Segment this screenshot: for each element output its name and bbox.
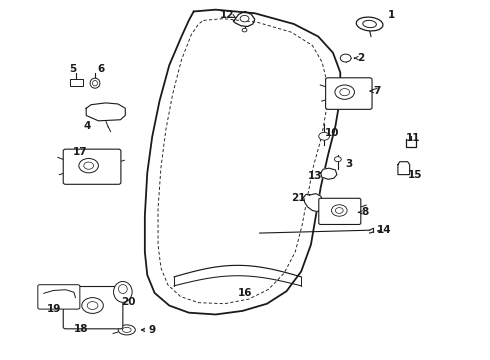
Ellipse shape [118, 325, 135, 335]
Circle shape [335, 85, 354, 99]
Polygon shape [321, 168, 337, 179]
Text: 13: 13 [308, 171, 322, 181]
Text: 4: 4 [84, 121, 91, 131]
Circle shape [335, 208, 343, 213]
Text: 19: 19 [47, 304, 62, 314]
Circle shape [331, 205, 347, 216]
Circle shape [240, 15, 249, 22]
Ellipse shape [90, 78, 100, 88]
Ellipse shape [119, 284, 127, 293]
FancyBboxPatch shape [63, 149, 121, 184]
Text: 17: 17 [73, 147, 87, 157]
FancyBboxPatch shape [326, 78, 372, 109]
Text: 8: 8 [361, 207, 368, 217]
Circle shape [84, 162, 94, 169]
Ellipse shape [114, 282, 132, 302]
FancyBboxPatch shape [319, 198, 361, 225]
Text: 7: 7 [373, 86, 381, 96]
Circle shape [319, 132, 330, 140]
Text: 10: 10 [325, 128, 339, 138]
Circle shape [340, 54, 351, 62]
Text: 11: 11 [405, 133, 420, 143]
Text: 2: 2 [357, 53, 365, 63]
Text: 18: 18 [74, 324, 89, 334]
Text: 12: 12 [220, 10, 234, 20]
Circle shape [242, 28, 247, 32]
Circle shape [82, 298, 103, 314]
Text: 15: 15 [408, 170, 422, 180]
Text: 5: 5 [70, 64, 76, 74]
Text: 3: 3 [345, 159, 353, 169]
Polygon shape [86, 103, 125, 121]
Text: 1: 1 [388, 10, 395, 20]
Circle shape [79, 158, 98, 173]
Ellipse shape [356, 17, 383, 31]
Ellipse shape [93, 81, 98, 86]
Circle shape [87, 302, 98, 310]
Text: 6: 6 [97, 64, 104, 74]
Text: 14: 14 [377, 225, 392, 235]
Text: 21: 21 [292, 193, 306, 203]
Polygon shape [304, 194, 323, 212]
Text: 16: 16 [238, 288, 252, 298]
Circle shape [340, 89, 349, 96]
Text: 9: 9 [148, 325, 156, 335]
FancyBboxPatch shape [70, 79, 83, 86]
Text: 20: 20 [122, 297, 136, 307]
Ellipse shape [363, 21, 376, 28]
FancyBboxPatch shape [63, 287, 123, 329]
Ellipse shape [122, 327, 131, 332]
Circle shape [334, 157, 341, 162]
FancyBboxPatch shape [38, 285, 80, 309]
